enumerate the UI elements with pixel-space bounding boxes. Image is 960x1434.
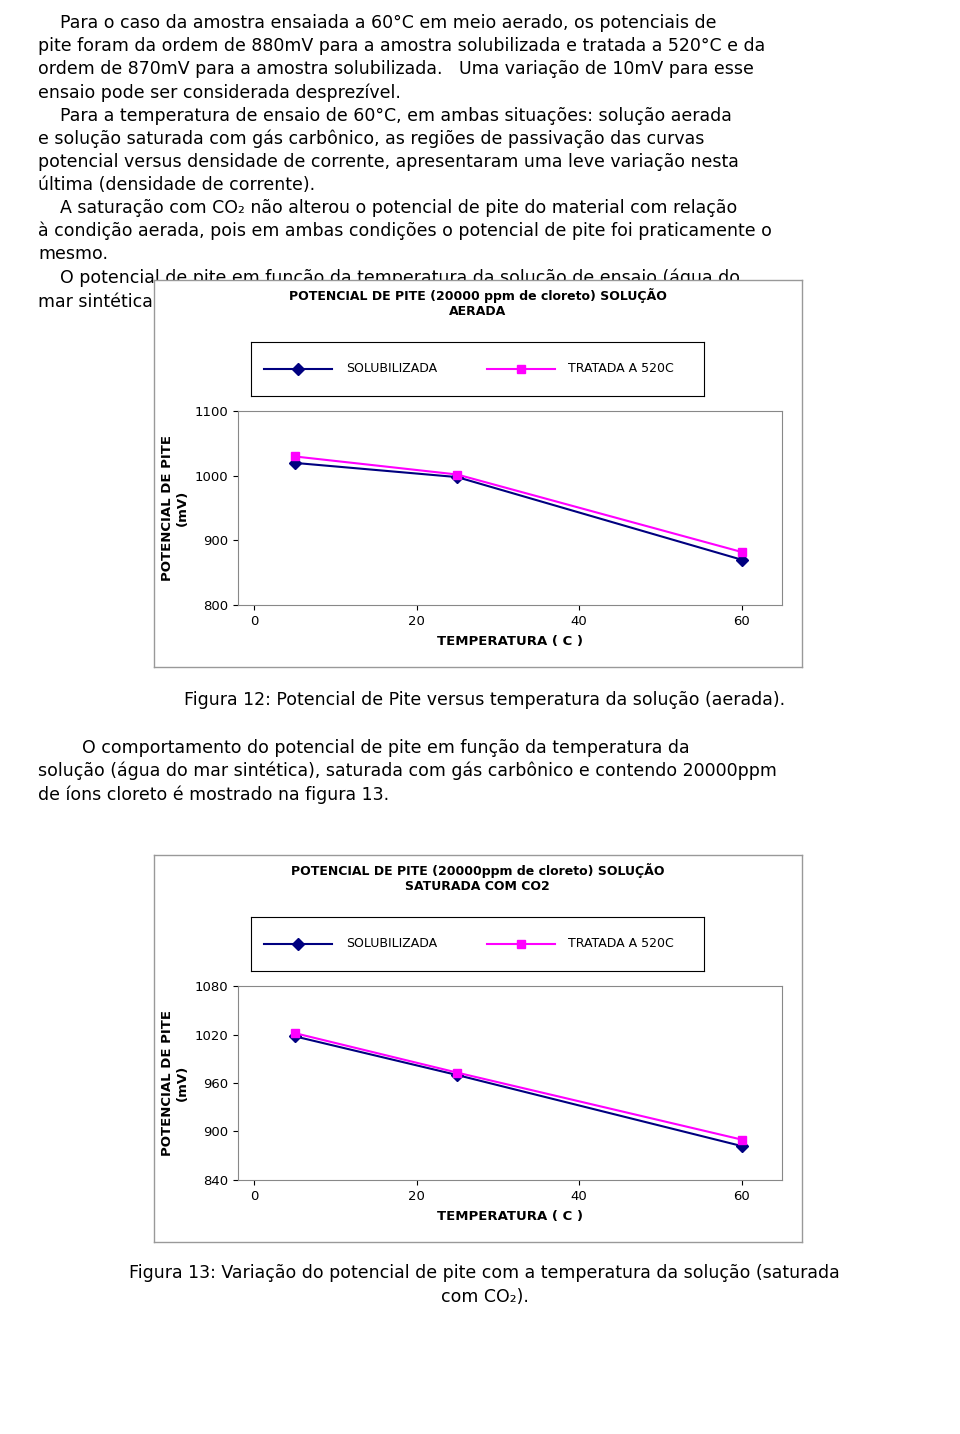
Y-axis label: POTENCIAL DE PITE
(mV): POTENCIAL DE PITE (mV) <box>161 1010 189 1156</box>
TRATADA A 520C <box>735 543 747 561</box>
TRATADA A 520C <box>735 1131 747 1149</box>
Text: SOLUBILIZADA: SOLUBILIZADA <box>346 363 437 376</box>
Text: Figura 12: Potencial de Pite versus temperatura da solução (aerada).: Figura 12: Potencial de Pite versus temp… <box>184 691 785 708</box>
SOLUBILIZADA <box>735 551 747 568</box>
X-axis label: TEMPERATURA ( C ): TEMPERATURA ( C ) <box>437 634 583 648</box>
Line: SOLUBILIZADA: SOLUBILIZADA <box>291 459 746 564</box>
TRATADA A 520C <box>289 447 300 465</box>
Text: SOLUBILIZADA: SOLUBILIZADA <box>346 938 437 951</box>
Text: POTENCIAL DE PITE (20000 ppm de cloreto) SOLUÇÃO
AERADA: POTENCIAL DE PITE (20000 ppm de cloreto)… <box>289 288 666 318</box>
Text: O comportamento do potencial de pite em função da temperatura da
solução (água d: O comportamento do potencial de pite em … <box>38 739 778 803</box>
Text: Figura 13: Variação do potencial de pite com a temperatura da solução (saturada
: Figura 13: Variação do potencial de pite… <box>130 1263 840 1306</box>
SOLUBILIZADA <box>451 1067 463 1084</box>
SOLUBILIZADA <box>289 1028 300 1045</box>
SOLUBILIZADA <box>735 1137 747 1154</box>
Text: Para o caso da amostra ensaiada a 60°C em meio aerado, os potenciais de
pite for: Para o caso da amostra ensaiada a 60°C e… <box>38 14 772 311</box>
Line: TRATADA A 520C: TRATADA A 520C <box>291 1030 746 1144</box>
Line: SOLUBILIZADA: SOLUBILIZADA <box>291 1032 746 1150</box>
TRATADA A 520C <box>451 466 463 483</box>
TRATADA A 520C <box>451 1064 463 1081</box>
Text: POTENCIAL DE PITE (20000ppm de cloreto) SOLUÇÃO
SATURADA COM CO2: POTENCIAL DE PITE (20000ppm de cloreto) … <box>291 863 664 893</box>
SOLUBILIZADA <box>451 469 463 486</box>
Y-axis label: POTENCIAL DE PITE
(mV): POTENCIAL DE PITE (mV) <box>161 435 189 581</box>
SOLUBILIZADA <box>289 455 300 472</box>
X-axis label: TEMPERATURA ( C ): TEMPERATURA ( C ) <box>437 1209 583 1223</box>
Text: TRATADA A 520C: TRATADA A 520C <box>568 938 674 951</box>
Line: TRATADA A 520C: TRATADA A 520C <box>291 452 746 556</box>
Text: TRATADA A 520C: TRATADA A 520C <box>568 363 674 376</box>
TRATADA A 520C <box>289 1024 300 1041</box>
